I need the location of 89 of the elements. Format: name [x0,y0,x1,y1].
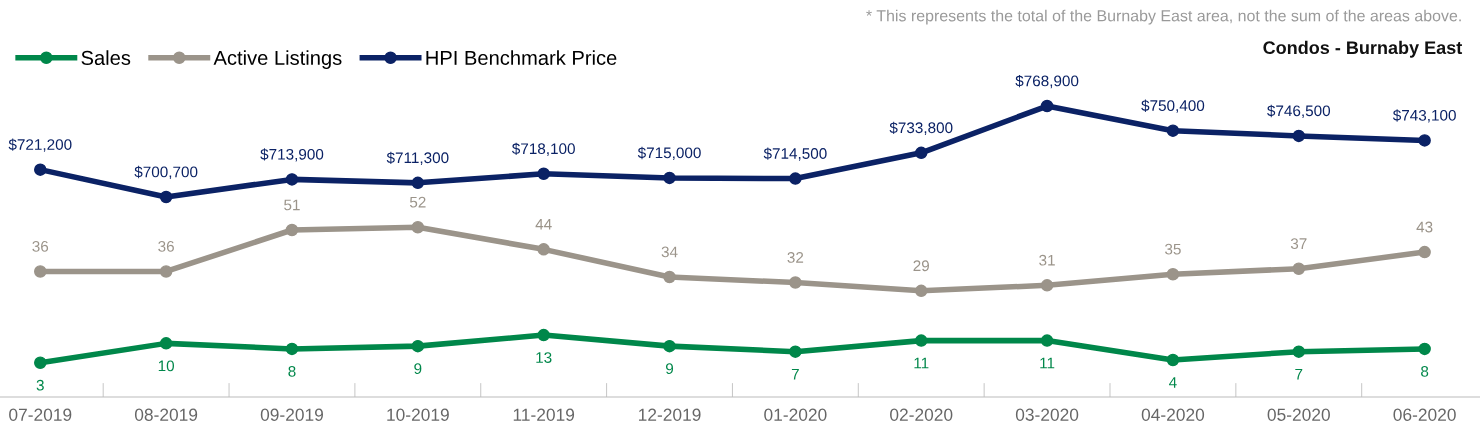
point [285,173,299,186]
point [663,171,676,185]
point [1166,353,1180,367]
data-label: $714,500 [763,147,827,161]
point [1418,342,1431,356]
data-label: 8 [1421,365,1429,377]
x-tick-label: 07-2019 [9,408,72,421]
point [1040,334,1054,347]
point [285,342,299,356]
x-tick-label: 09-2019 [260,408,324,421]
point [1418,245,1431,259]
text: * This represents the total of the Burnaby East area, not the sum of the areas above. [866,9,1461,25]
point [789,172,802,185]
chart-title: Condos - Burnaby East [1263,40,1463,58]
data-label: 9 [414,363,422,375]
x-tick-label: 02-2020 [890,408,953,421]
x-tick-label: 01-2020 [764,408,827,421]
point [663,270,676,284]
x-tick-label: 10-2019 [387,408,449,421]
data-label: 9 [665,363,674,375]
data-label: 34 [661,246,678,258]
point [1418,134,1431,147]
data-label: 52 [409,196,426,208]
point [537,167,550,181]
point [1166,267,1180,281]
data-label: 31 [1039,254,1055,266]
data-label: $721,200 [8,138,72,152]
point [159,265,173,278]
point [411,220,425,234]
data-label: $746,500 [1267,104,1331,119]
point [34,356,47,369]
point [537,243,550,256]
point [914,334,928,347]
point [1166,124,1180,137]
x-tick-label: 08-2019 [134,408,198,421]
point [537,328,550,342]
point [663,339,676,353]
legend-label: Sales [81,50,131,66]
data-label: 13 [536,352,552,363]
x-tick-label: 06-2020 [1393,408,1456,421]
point [411,339,425,353]
legend-label: HPI Benchmark Price [426,50,617,66]
point [789,345,802,358]
data-label: $768,900 [1015,74,1079,89]
data-label: $713,900 [260,148,324,162]
data-label: $750,400 [1141,99,1205,113]
point [34,265,47,278]
data-label: 10 [158,360,175,372]
x-tick-label: 04-2020 [1141,408,1205,421]
data-label: $743,100 [1392,109,1456,123]
data-label: 7 [791,368,799,380]
point [1040,99,1054,113]
point [159,337,173,350]
data-label: $718,100 [511,142,575,156]
point [411,176,425,190]
point [159,190,173,204]
data-label: $711,300 [386,151,449,165]
data-label: 37 [1290,238,1307,250]
point [1040,279,1054,292]
data-label: $715,000 [637,146,701,161]
x-tick-label: 11-2019 [513,408,575,421]
data-label: 29 [913,260,929,272]
point [1292,345,1306,358]
point [34,163,47,176]
data-label: 51 [284,199,300,211]
point [1292,129,1306,143]
data-label: 44 [535,219,552,230]
data-label: 3 [36,379,44,391]
data-label: 7 [1295,368,1303,380]
data-label: 43 [1416,221,1433,233]
x-tick-label: 12-2019 [638,408,701,421]
point [285,223,299,237]
data-label: $700,700 [134,165,198,180]
legend-label: Active Listings [213,50,342,69]
data-label: 11 [1040,357,1055,369]
data-label: 36 [32,240,49,252]
data-label: 36 [158,240,174,252]
point [914,146,928,160]
data-label: $733,800 [889,121,953,135]
data-label: 32 [787,252,804,263]
data-label: 11 [914,357,929,369]
point [914,284,928,298]
x-tick-label: 03-2020 [1015,408,1079,421]
point [789,276,802,289]
x-tick-label: 05-2020 [1267,408,1330,421]
data-label: 4 [1169,377,1177,388]
data-label: 35 [1165,243,1181,255]
point [1292,262,1306,275]
data-label: 8 [288,365,296,377]
